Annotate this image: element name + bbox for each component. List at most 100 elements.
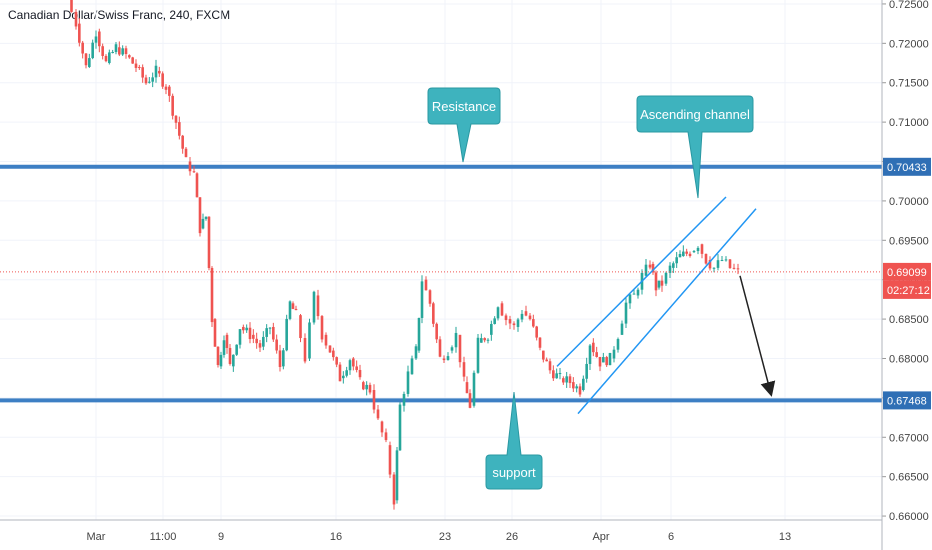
time-tick-label: 11:00: [150, 531, 177, 543]
candle-body: [168, 86, 171, 96]
resistance-price-tag-label: 0.70433: [887, 162, 927, 174]
candle-body: [524, 311, 528, 316]
price-tick-label: 0.72500: [889, 0, 929, 11]
candle-body: [538, 337, 542, 348]
candle-body: [668, 265, 672, 273]
candle-body: [435, 323, 438, 340]
candle-body: [442, 358, 446, 361]
candle-body: [242, 326, 245, 331]
time-tick-label: 23: [439, 531, 451, 543]
candle-body: [228, 347, 232, 364]
candle-body: [417, 317, 421, 351]
candle-body: [462, 362, 466, 377]
candle-body: [562, 378, 565, 383]
projection-arrow[interactable]: [739, 275, 776, 397]
ascending-channel[interactable]: [556, 196, 757, 415]
candle-body: [148, 81, 151, 83]
support-price-tag-label: 0.67468: [887, 395, 927, 407]
candle-body: [395, 450, 399, 501]
candle-body: [358, 369, 362, 378]
candle-body: [458, 334, 462, 363]
candle-body: [368, 384, 372, 393]
candle-body: [678, 254, 682, 258]
candle-body: [565, 376, 568, 383]
candle-body: [592, 342, 595, 353]
candle-body: [245, 327, 248, 331]
candle-body: [308, 322, 311, 359]
candle-body: [520, 313, 524, 320]
callout-label: Ascending channel: [640, 107, 750, 122]
candle-body: [472, 372, 476, 406]
price-tick-label: 0.70000: [889, 196, 929, 208]
candle-body: [552, 370, 555, 379]
candle-body: [294, 308, 298, 311]
candle-body: [285, 318, 288, 351]
candle-body: [342, 375, 345, 379]
callouts[interactable]: Resistance Ascending channel support: [427, 87, 754, 490]
price-tick-label: 0.71000: [889, 117, 929, 129]
candle-body: [335, 357, 338, 365]
callout-label: Resistance: [432, 99, 496, 114]
time-tick-label: Mar: [87, 531, 106, 543]
candle-body: [278, 350, 282, 367]
candle-body: [578, 386, 582, 395]
candle-body: [332, 350, 335, 358]
candle-body: [575, 386, 578, 389]
candle-body: [255, 338, 258, 344]
candle-body: [164, 86, 168, 90]
candle-body: [91, 42, 94, 59]
candle-body: [585, 363, 588, 379]
candle-body: [388, 445, 392, 475]
time-tick-label: Apr: [592, 531, 609, 543]
candle-body: [265, 328, 268, 337]
candle-body: [602, 357, 605, 363]
candle-body: [184, 148, 188, 158]
candle-body: [222, 340, 226, 355]
candle-body: [380, 421, 384, 433]
candle-body: [219, 354, 223, 367]
candle-body: [598, 357, 602, 367]
candle-body: [504, 315, 508, 321]
candle-body: [101, 46, 104, 56]
candle-body: [158, 70, 161, 74]
candle-body: [420, 281, 424, 318]
price-axis[interactable]: 0.725000.720000.715000.710000.705000.700…: [881, 0, 931, 550]
candle-body: [490, 323, 493, 335]
candle-body: [74, 11, 78, 27]
candle-body: [608, 352, 612, 366]
candle-body: [111, 52, 114, 54]
candle-body: [446, 356, 450, 361]
candle-body: [732, 267, 736, 269]
current-price-tag-bg: [883, 262, 931, 281]
price-tick-label: 0.69500: [889, 235, 929, 247]
candle-body: [454, 332, 458, 348]
candle-body: [348, 360, 352, 371]
time-tick-label: 6: [668, 531, 674, 543]
candle-body: [207, 216, 211, 269]
level-lines[interactable]: [0, 164, 882, 403]
candle-body: [151, 77, 154, 82]
callout-shape: [485, 391, 543, 490]
callout: Resistance: [427, 87, 501, 163]
candle-body: [700, 244, 704, 254]
time-tick-label: 13: [779, 531, 791, 543]
candle-body: [736, 268, 740, 270]
candle-body: [572, 382, 575, 389]
resistance-price-tag-bg: [883, 157, 931, 176]
candle-body: [620, 323, 624, 335]
candle-body: [108, 52, 111, 64]
candle-body: [708, 260, 712, 269]
candle-body: [312, 291, 316, 323]
candle-body: [252, 334, 255, 339]
candle-body: [78, 23, 81, 43]
candle-body: [465, 382, 469, 394]
channel-upper-line: [556, 196, 727, 367]
candle-body: [624, 302, 628, 324]
candle-body: [582, 378, 585, 390]
time-axis[interactable]: Mar 11:00 9 16 23 26 Apr 6 13: [0, 519, 882, 543]
candle-body: [468, 393, 472, 408]
candle-body: [275, 339, 278, 351]
grid-lines: [0, 0, 882, 520]
price-tick-label: 0.66500: [889, 472, 929, 484]
